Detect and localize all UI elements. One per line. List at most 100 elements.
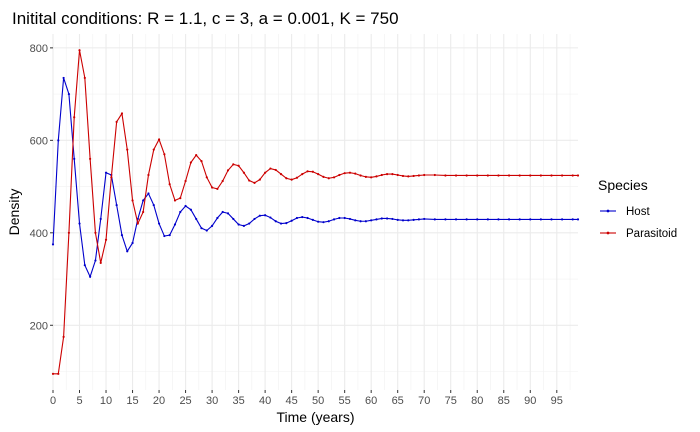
data-point-host — [454, 218, 458, 221]
x-axis-ticks: 0 5 10 15 20 25 30 35 40 45 50 55 60 65 70 75 80 85 90 95 — [50, 390, 563, 407]
data-point-parasitoid — [486, 174, 489, 177]
data-point-host — [147, 192, 150, 195]
data-point-parasitoid — [354, 172, 357, 175]
data-point-host — [142, 199, 145, 202]
data-point-host — [332, 218, 336, 221]
data-point-parasitoid — [571, 174, 574, 177]
data-point-parasitoid — [412, 174, 415, 178]
data-point-parasitoid — [295, 176, 299, 179]
data-point-parasitoid — [216, 187, 219, 190]
data-point-parasitoid — [370, 176, 373, 179]
data-point-host — [348, 217, 352, 221]
data-point-parasitoid — [253, 181, 256, 184]
data-point-host — [242, 224, 246, 227]
data-point-host — [343, 216, 346, 220]
data-point-parasitoid — [332, 176, 336, 179]
data-point-parasitoid — [147, 173, 150, 177]
data-point-parasitoid — [359, 174, 362, 177]
data-point-parasitoid — [317, 172, 320, 176]
data-point-parasitoid — [380, 173, 383, 177]
data-point-host — [391, 217, 394, 221]
data-point-host — [157, 222, 161, 225]
data-point-host — [173, 223, 177, 226]
data-point-host — [115, 203, 118, 207]
x-tick-label: 15 — [126, 395, 138, 407]
data-point-parasitoid — [290, 178, 293, 181]
data-point-parasitoid — [195, 154, 198, 157]
data-point-host — [195, 217, 198, 221]
data-point-parasitoid — [131, 199, 134, 202]
data-point-host — [200, 227, 203, 230]
x-tick-label: 35 — [232, 395, 244, 407]
data-point-parasitoid — [248, 179, 251, 182]
data-point-parasitoid — [407, 175, 410, 178]
data-point-parasitoid — [423, 173, 426, 177]
data-point-host — [571, 218, 574, 221]
data-point-parasitoid — [226, 169, 230, 172]
legend: Species Host Parasitoid — [598, 177, 677, 240]
data-point-parasitoid — [57, 372, 60, 375]
data-point-parasitoid — [433, 173, 436, 177]
data-point-host — [290, 219, 293, 222]
data-point-host — [417, 218, 421, 221]
data-point-host — [518, 218, 521, 221]
data-point-parasitoid — [51, 372, 55, 375]
data-point-host — [221, 210, 224, 214]
x-tick-label: 45 — [286, 395, 298, 407]
data-point-host — [163, 234, 166, 238]
y-tick-label: 800 — [30, 43, 48, 55]
data-point-parasitoid — [152, 148, 155, 151]
data-point-parasitoid — [401, 174, 405, 178]
data-point-parasitoid — [417, 174, 421, 177]
y-axis-title: Density — [6, 189, 22, 236]
data-point-parasitoid — [210, 186, 214, 189]
data-point-host — [258, 214, 261, 217]
data-point-host — [380, 217, 383, 220]
data-point-host — [232, 217, 235, 221]
data-point-parasitoid — [67, 231, 71, 234]
data-point-host — [465, 218, 468, 221]
x-tick-label: 40 — [259, 395, 271, 407]
data-point-host — [168, 234, 171, 237]
data-point-host — [385, 217, 389, 220]
legend-key-point-parasitoid — [606, 231, 610, 235]
grid-major — [52, 34, 578, 390]
data-point-parasitoid — [497, 174, 500, 177]
y-tick-label: 400 — [30, 228, 48, 240]
data-point-parasitoid — [173, 199, 177, 202]
data-point-parasitoid — [126, 148, 129, 151]
data-point-parasitoid — [73, 116, 76, 119]
x-tick-label: 30 — [206, 395, 218, 407]
data-point-host — [99, 217, 102, 221]
data-point-parasitoid — [142, 210, 145, 214]
data-point-parasitoid — [179, 197, 182, 200]
data-point-host — [338, 216, 341, 220]
data-point-host — [486, 218, 489, 221]
data-point-parasitoid — [168, 183, 171, 186]
data-point-parasitoid — [311, 170, 314, 173]
data-point-parasitoid — [476, 174, 479, 177]
x-tick-label: 0 — [50, 395, 56, 407]
data-point-parasitoid — [322, 175, 325, 178]
plot-background — [53, 34, 578, 390]
data-point-host — [433, 218, 436, 221]
data-point-host — [306, 216, 309, 220]
x-tick-label: 65 — [392, 395, 404, 407]
data-point-host — [62, 76, 65, 80]
data-point-host — [444, 218, 447, 221]
legend-label-parasitoid: Parasitoid — [626, 228, 677, 240]
data-point-parasitoid — [269, 167, 272, 170]
data-point-host — [311, 218, 314, 221]
legend-item-parasitoid: Parasitoid — [600, 228, 677, 240]
data-point-host — [359, 220, 362, 223]
data-point-parasitoid — [120, 112, 124, 115]
data-point-host — [131, 241, 134, 245]
data-point-parasitoid — [279, 172, 283, 176]
x-tick-label: 85 — [498, 395, 510, 407]
data-point-host — [89, 275, 92, 278]
data-point-parasitoid — [385, 172, 389, 176]
data-point-host — [327, 220, 330, 223]
data-point-parasitoid — [327, 177, 330, 180]
data-point-parasitoid — [115, 120, 118, 123]
